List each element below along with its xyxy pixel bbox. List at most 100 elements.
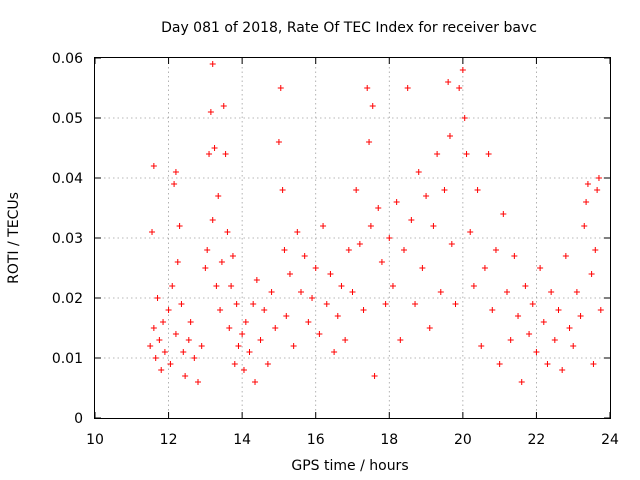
data-point: [393, 199, 400, 205]
data-point: [401, 247, 407, 253]
data-point: [463, 151, 470, 157]
data-point: [281, 247, 288, 253]
data-point: [312, 265, 319, 271]
data-point: [548, 289, 555, 295]
data-point: [252, 379, 259, 385]
data-point: [279, 187, 286, 193]
data-point: [437, 289, 444, 295]
x-tick-label: 12: [160, 432, 178, 448]
data-point: [218, 259, 225, 265]
data-point: [167, 361, 174, 367]
data-point: [246, 349, 253, 355]
data-point: [233, 301, 240, 307]
x-tick-label: 24: [601, 432, 619, 448]
data-point: [334, 313, 341, 319]
data-point: [239, 331, 246, 337]
data-point: [207, 109, 214, 115]
data-point: [566, 325, 573, 331]
data-point: [228, 283, 235, 289]
data-point: [478, 343, 485, 349]
data-point: [518, 379, 525, 385]
data-point: [294, 229, 301, 235]
data-point: [195, 379, 201, 385]
data-point: [264, 361, 271, 367]
data-point: [573, 289, 580, 295]
data-point: [551, 337, 558, 343]
data-point: [408, 217, 415, 223]
data-point: [187, 319, 194, 325]
data-point: [526, 331, 533, 337]
x-tick-label: 22: [528, 432, 546, 448]
plot-frame: [94, 57, 611, 419]
data-point: [161, 349, 168, 355]
data-point: [342, 337, 349, 343]
data-point: [176, 223, 183, 229]
data-point: [448, 241, 455, 247]
data-point: [511, 253, 518, 259]
data-point: [540, 319, 547, 325]
data-point: [272, 325, 279, 331]
data-point: [286, 271, 293, 277]
data-point: [268, 289, 275, 295]
data-point: [590, 361, 597, 367]
y-tick-label: 0.04: [52, 171, 83, 187]
chart-title: Day 081 of 2018, Rate Of TEC Index for r…: [161, 20, 537, 36]
data-point: [158, 367, 165, 373]
data-point: [301, 253, 308, 259]
y-tick-label: 0: [74, 411, 83, 427]
x-tick-label: 18: [380, 432, 398, 448]
data-point: [489, 307, 496, 313]
data-point: [366, 139, 373, 145]
data-point: [349, 289, 356, 295]
data-point: [231, 361, 238, 367]
data-point: [320, 223, 327, 229]
data-point: [555, 307, 562, 313]
data-point: [481, 265, 488, 271]
data-point: [474, 187, 481, 193]
data-point: [182, 373, 189, 379]
data-point: [456, 85, 463, 91]
data-point: [485, 151, 492, 157]
data-point: [180, 349, 187, 355]
data-point: [283, 313, 290, 319]
data-point: [309, 295, 316, 301]
data-point: [275, 139, 282, 145]
data-point: [152, 355, 159, 361]
data-point: [386, 235, 393, 241]
grid-lines: [95, 58, 610, 418]
data-point: [397, 337, 404, 343]
data-point: [562, 253, 569, 259]
data-point: [533, 349, 540, 355]
x-axis-label: GPS time / hours: [291, 458, 408, 474]
data-point: [492, 247, 499, 253]
data-point: [172, 169, 179, 175]
data-point: [382, 301, 389, 307]
data-point: [323, 301, 330, 307]
data-point: [537, 265, 544, 271]
data-point: [529, 301, 536, 307]
data-point: [224, 229, 231, 235]
data-point: [367, 223, 374, 229]
axis-ticks: 10 12 14 16 18 20 22 24 0 0.01 0.02 0.03 0.04 0.05 0.0…: [52, 51, 619, 448]
data-point: [298, 289, 304, 295]
data-point: [356, 241, 363, 247]
data-point: [452, 301, 459, 307]
data-point: [327, 271, 334, 277]
data-point: [147, 343, 154, 349]
data-point: [331, 349, 338, 355]
y-tick-label: 0.01: [52, 351, 83, 367]
data-point: [253, 277, 260, 283]
data-point: [160, 319, 167, 325]
y-tick-label: 0.05: [52, 111, 83, 127]
data-point: [202, 265, 209, 271]
x-tick-label: 10: [86, 432, 104, 448]
data-point: [577, 313, 584, 319]
data-point: [467, 229, 474, 235]
data-point: [423, 193, 430, 199]
data-point: [515, 313, 522, 319]
data-point: [220, 103, 227, 109]
data-point: [217, 307, 224, 313]
data-point: [240, 367, 247, 373]
data-point: [496, 361, 503, 367]
